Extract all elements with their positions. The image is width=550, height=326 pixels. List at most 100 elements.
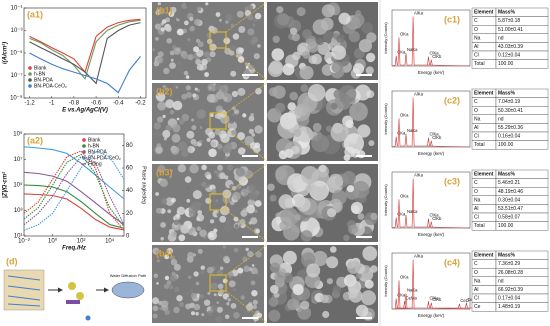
y2-tick-label: 20 — [126, 211, 133, 217]
x-axis-label: Freq./Hz — [62, 246, 86, 252]
grain — [205, 2, 209, 6]
grain — [170, 197, 176, 203]
grain — [155, 146, 163, 154]
grain — [254, 209, 258, 213]
grain — [233, 312, 240, 319]
x-tick-label: 10⁴ — [105, 238, 115, 245]
grain — [155, 131, 162, 137]
grain — [197, 41, 204, 48]
table-text: 100.00 — [498, 142, 514, 148]
grain — [155, 207, 162, 214]
y-axis-label: |Z|/Ω·cm² — [2, 171, 9, 198]
sem-image — [267, 245, 378, 323]
grain — [330, 123, 349, 142]
grain — [184, 176, 192, 183]
sem-image — [267, 83, 378, 161]
grain — [279, 112, 297, 130]
grain — [282, 250, 297, 265]
grain — [221, 84, 230, 93]
grain — [297, 306, 312, 320]
grain — [197, 248, 203, 254]
grain — [240, 188, 249, 197]
grain — [166, 38, 172, 44]
table-text: 1.48±0.19 — [498, 304, 520, 310]
grain — [166, 247, 173, 255]
grain — [187, 275, 192, 279]
grain — [196, 214, 205, 222]
panel-label: (a2) — [27, 135, 43, 145]
peak-label: CeLl — [460, 298, 469, 303]
grain — [296, 126, 313, 143]
grain — [187, 38, 191, 42]
grain — [300, 84, 309, 93]
table-text: Al — [474, 44, 478, 50]
grain — [292, 284, 304, 296]
sem-image — [152, 83, 264, 161]
grain — [164, 309, 170, 315]
grain — [322, 310, 330, 319]
panel-label: (b2) — [156, 86, 173, 96]
table-text: Cl — [474, 134, 479, 140]
grain — [209, 219, 215, 224]
grain — [224, 314, 230, 320]
grain — [210, 188, 217, 194]
table-text: Na — [474, 278, 481, 284]
grain — [338, 12, 351, 25]
grain — [213, 293, 217, 297]
grain — [173, 219, 180, 226]
grain — [219, 18, 222, 22]
table-cell — [495, 114, 549, 124]
grain — [157, 51, 164, 58]
grain — [196, 6, 202, 11]
grain — [171, 133, 181, 143]
table-header: Element — [474, 91, 494, 97]
y2-tick-label: 80 — [126, 143, 133, 149]
grain — [207, 310, 214, 316]
grain — [206, 174, 212, 180]
grain — [175, 86, 179, 89]
grain — [246, 303, 254, 311]
grain — [239, 218, 246, 225]
grain — [326, 256, 339, 269]
legend-label: Blank — [34, 65, 47, 71]
zoom-line — [225, 163, 268, 243]
grain — [161, 19, 167, 24]
x-axis-label: Energy (keV) — [418, 70, 445, 75]
table-text: nd — [498, 278, 504, 284]
grain — [312, 122, 322, 132]
grain — [191, 125, 197, 131]
grain — [196, 226, 202, 231]
legend-label: BN-PDA-CeO₂ — [34, 83, 67, 89]
grain — [185, 2, 191, 7]
table-text: C — [474, 18, 478, 24]
peak-label: OKa — [400, 194, 409, 199]
x-tick-label: -0.6 — [91, 101, 102, 107]
y-tick-label: 10⁵ — [13, 182, 23, 189]
grain — [331, 61, 343, 73]
y-tick-label: 10⁻³ — [11, 28, 23, 34]
grain — [162, 86, 169, 93]
grain — [216, 212, 222, 217]
grain — [223, 37, 231, 45]
table-text: 48.19±0.46 — [498, 189, 523, 195]
x-tick-label: -0.4 — [113, 101, 124, 107]
spectrum-frame — [391, 171, 471, 229]
table-text: 7.36±0.29 — [498, 261, 520, 267]
grain — [226, 302, 230, 306]
grain — [196, 13, 200, 17]
grain — [178, 234, 186, 242]
grain — [173, 263, 181, 271]
grain — [234, 224, 239, 229]
grain — [210, 27, 218, 34]
grain — [296, 7, 306, 17]
grain — [153, 273, 159, 279]
grain — [370, 212, 378, 220]
sem-image — [267, 2, 378, 80]
grain — [365, 52, 376, 63]
grain — [272, 35, 280, 43]
grain — [165, 25, 172, 32]
grain — [300, 166, 319, 184]
grain — [160, 27, 165, 32]
grain — [232, 113, 235, 116]
peak-label: ClKb — [432, 135, 442, 140]
